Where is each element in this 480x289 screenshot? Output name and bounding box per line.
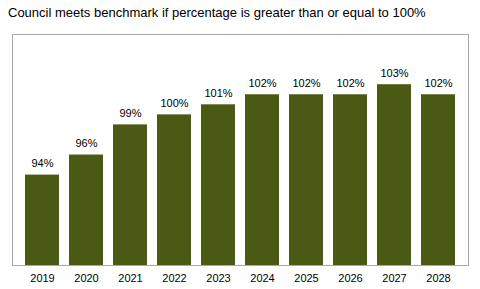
svg-text:2028: 2028 bbox=[426, 272, 450, 284]
svg-text:2022: 2022 bbox=[162, 272, 186, 284]
svg-text:103%: 103% bbox=[380, 67, 408, 79]
svg-text:102%: 102% bbox=[248, 77, 276, 89]
svg-text:2023: 2023 bbox=[206, 272, 230, 284]
svg-text:102%: 102% bbox=[292, 77, 320, 89]
html-text:Council meets benchmark if per: Council meets benchmark if percentage is… bbox=[8, 5, 426, 20]
svg-text:100%: 100% bbox=[160, 97, 188, 109]
svg-text:101%: 101% bbox=[204, 87, 232, 99]
svg-text:2020: 2020 bbox=[74, 272, 98, 284]
svg-text:2026: 2026 bbox=[338, 272, 362, 284]
svg-text:2024: 2024 bbox=[250, 272, 274, 284]
svg-text:102%: 102% bbox=[336, 77, 364, 89]
svg-text:2027: 2027 bbox=[382, 272, 406, 284]
svg-text:99%: 99% bbox=[119, 107, 141, 119]
svg-text:102%: 102% bbox=[424, 77, 452, 89]
svg-text:2025: 2025 bbox=[294, 272, 318, 284]
svg-text:2021: 2021 bbox=[118, 272, 142, 284]
svg-text:94%: 94% bbox=[31, 157, 53, 169]
svg-text:2019: 2019 bbox=[30, 272, 54, 284]
svg-text:96%: 96% bbox=[75, 137, 97, 149]
